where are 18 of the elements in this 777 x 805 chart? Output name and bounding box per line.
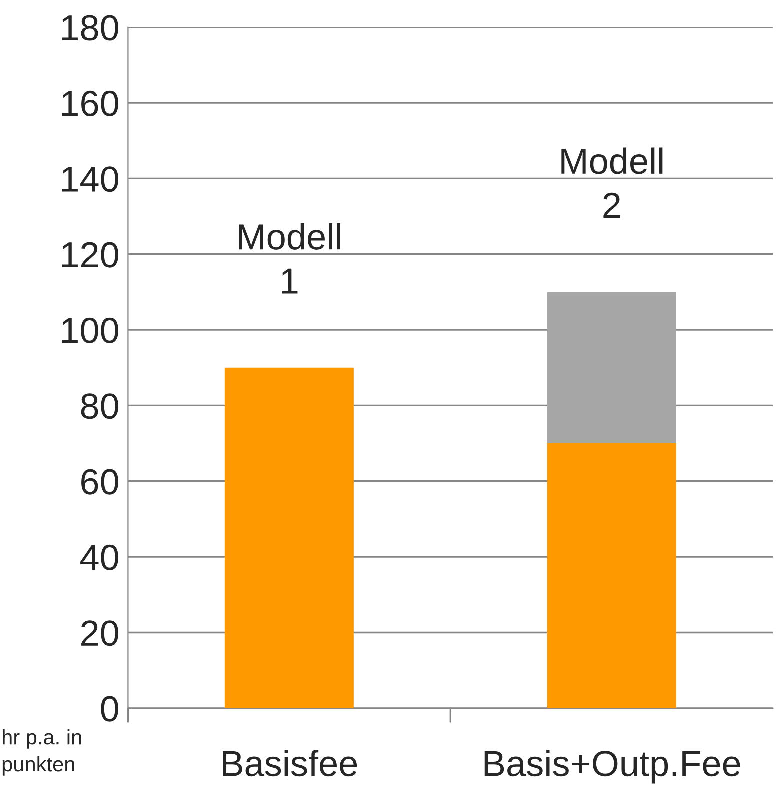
bar [547,444,676,708]
y-tick-label: 100 [62,318,118,344]
bar [224,368,354,708]
y-tick-label: 140 [62,166,118,192]
x-tick-label: Basis+Outp.Fee [484,750,740,784]
y-tick-label: 80 [81,394,118,420]
annotation: Modell 2 [562,148,663,218]
y-tick-label: 160 [62,90,118,116]
x-tick-label: Basisfee [223,750,358,777]
bar [547,292,676,444]
y-tick-label: 0 [101,696,118,722]
y-tick-label: 120 [62,242,118,268]
y-tick-label: 180 [62,15,118,41]
y-axis-title: hr p.a. in punkten [2,729,82,776]
y-tick-label: 40 [80,544,118,570]
y-tick-label: 60 [82,469,118,495]
y-tick-label: 20 [82,620,118,646]
annotation: Modell 1 [239,223,340,294]
